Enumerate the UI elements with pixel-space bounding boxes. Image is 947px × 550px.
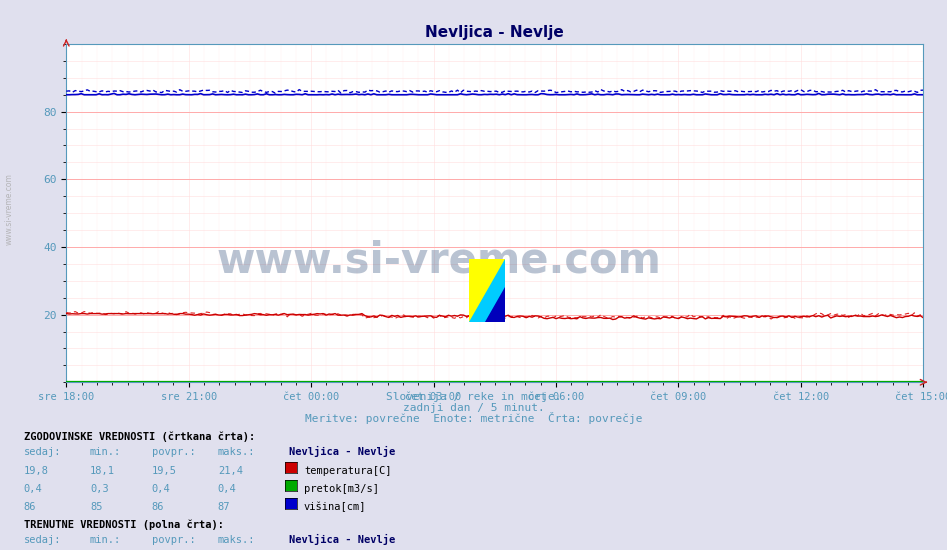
Text: maks.:: maks.: — [218, 536, 256, 546]
Text: min.:: min.: — [90, 448, 121, 458]
Text: sedaj:: sedaj: — [24, 536, 62, 546]
Text: Slovenija / reke in morje.: Slovenija / reke in morje. — [385, 392, 562, 403]
Text: www.si-vreme.com: www.si-vreme.com — [217, 239, 662, 282]
Polygon shape — [469, 258, 505, 322]
Text: višina[cm]: višina[cm] — [304, 502, 366, 512]
Text: 19,8: 19,8 — [24, 466, 48, 476]
Text: min.:: min.: — [90, 536, 121, 546]
Text: 86: 86 — [152, 502, 164, 512]
Text: 85: 85 — [90, 502, 102, 512]
Text: temperatura[C]: temperatura[C] — [304, 466, 391, 476]
Text: 0,4: 0,4 — [218, 484, 237, 494]
Text: 0,4: 0,4 — [152, 484, 170, 494]
Text: 86: 86 — [24, 502, 36, 512]
Text: 0,4: 0,4 — [24, 484, 43, 494]
Text: Nevljica - Nevlje: Nevljica - Nevlje — [289, 447, 395, 458]
Text: TRENUTNE VREDNOSTI (polna črta):: TRENUTNE VREDNOSTI (polna črta): — [24, 520, 223, 530]
Text: www.si-vreme.com: www.si-vreme.com — [5, 173, 14, 245]
Title: Nevljica - Nevlje: Nevljica - Nevlje — [425, 25, 564, 40]
Text: 19,5: 19,5 — [152, 466, 176, 476]
Text: Nevljica - Nevlje: Nevljica - Nevlje — [289, 535, 395, 546]
Text: zadnji dan / 5 minut.: zadnji dan / 5 minut. — [402, 403, 545, 414]
Text: 87: 87 — [218, 502, 230, 512]
Text: pretok[m3/s]: pretok[m3/s] — [304, 484, 379, 494]
Text: 21,4: 21,4 — [218, 466, 242, 476]
Text: povpr.:: povpr.: — [152, 536, 195, 546]
Text: povpr.:: povpr.: — [152, 448, 195, 458]
Text: 18,1: 18,1 — [90, 466, 115, 476]
Text: ZGODOVINSKE VREDNOSTI (črtkana črta):: ZGODOVINSKE VREDNOSTI (črtkana črta): — [24, 432, 255, 442]
Text: sedaj:: sedaj: — [24, 448, 62, 458]
Text: maks.:: maks.: — [218, 448, 256, 458]
Text: Meritve: povrečne  Enote: metrične  Črta: povrečje: Meritve: povrečne Enote: metrične Črta: … — [305, 412, 642, 425]
Text: 0,3: 0,3 — [90, 484, 109, 494]
Polygon shape — [485, 287, 505, 322]
